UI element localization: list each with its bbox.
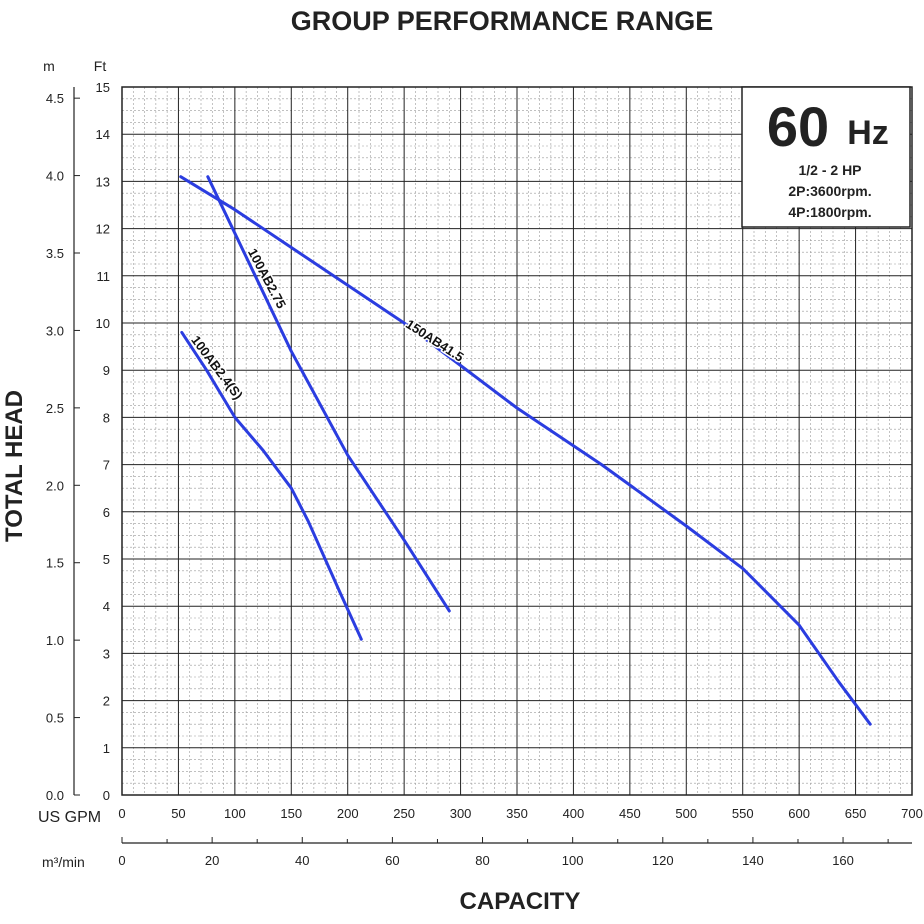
info-box: 60 Hz 1/2 - 2 HP 2P:3600rpm. 4P:1800rpm. — [741, 86, 911, 228]
y-primary-tick-label: 15 — [96, 80, 110, 95]
curve-100ab2-75 — [206, 175, 451, 613]
y-primary-tick-label: 13 — [96, 174, 110, 189]
x-primary-tick-label: 250 — [393, 806, 415, 821]
x-primary-tick-label: 100 — [224, 806, 246, 821]
y-secondary-tick-label: 3.0 — [46, 323, 64, 338]
y-primary-tick-label: 11 — [97, 269, 111, 284]
x-axis-title: CAPACITY — [460, 888, 581, 915]
info-box-frame — [741, 86, 911, 228]
curve-100ab2-4-s- — [180, 330, 363, 641]
y-primary-tick-label: 1 — [103, 741, 110, 756]
y-secondary-tick-label: 3.5 — [46, 246, 64, 261]
x-secondary-tick-label: 140 — [742, 853, 764, 868]
y-secondary-unit: m — [43, 58, 55, 74]
power-range: 1/2 - 2 HP — [798, 162, 861, 178]
x-secondary-tick-label: 0 — [118, 853, 125, 868]
x-primary-tick-label: 0 — [118, 806, 125, 821]
y-primary-tick-label: 14 — [96, 127, 110, 142]
x-primary-tick-label: 650 — [845, 806, 867, 821]
y-secondary-tick-label: 4.0 — [46, 169, 64, 184]
curve-label: 100AB2.4(S) — [188, 333, 246, 403]
y-primary-tick-label: 12 — [96, 222, 110, 237]
y-primary-tick-label: 10 — [96, 316, 110, 331]
x-primary-tick-label: 550 — [732, 806, 754, 821]
x-primary-tick-label: 200 — [337, 806, 359, 821]
x-primary-tick-label: 150 — [280, 806, 302, 821]
y-secondary-tick-label: 0.0 — [46, 788, 64, 803]
x-secondary-tick-label: 60 — [385, 853, 399, 868]
speed-4p: 4P:1800rpm. — [788, 204, 871, 220]
y-primary-tick-label: 3 — [103, 646, 110, 661]
frequency-unit: Hz — [847, 114, 889, 152]
x-primary-tick-label: 350 — [506, 806, 528, 821]
x-primary-tick-label: 450 — [619, 806, 641, 821]
y-primary-tick-label: 9 — [103, 363, 110, 378]
y-primary-tick-label: 4 — [103, 599, 110, 614]
chart-title: GROUP PERFORMANCE RANGE — [291, 6, 714, 36]
y-secondary-tick-label: 2.5 — [46, 401, 64, 416]
x-secondary-tick-label: 80 — [475, 853, 489, 868]
x-primary-tick-label: 50 — [171, 806, 185, 821]
y-primary-tick-label: 0 — [103, 788, 110, 803]
x-secondary-tick-label: 100 — [562, 853, 584, 868]
x-primary-tick-label: 600 — [788, 806, 810, 821]
x-secondary-tick-label: 40 — [295, 853, 309, 868]
y-secondary-tick-label: 0.5 — [46, 711, 64, 726]
y-primary-tick-label: 2 — [103, 694, 110, 709]
x-primary-tick-label: 700 — [901, 806, 923, 821]
y-primary-tick-label: 7 — [103, 458, 110, 473]
y-primary-unit: Ft — [94, 58, 107, 74]
y-primary-tick-label: 6 — [103, 505, 110, 520]
y-secondary-tick-label: 4.5 — [46, 91, 64, 106]
y-secondary-tick-label: 1.0 — [46, 633, 64, 648]
y-primary-tick-label: 8 — [103, 410, 110, 425]
speed-2p: 2P:3600rpm. — [788, 183, 871, 199]
x-secondary-tick-label: 120 — [652, 853, 674, 868]
x-secondary-tick-label: 20 — [205, 853, 219, 868]
curve-150ab41-5 — [179, 175, 872, 726]
x-secondary-unit: m³/min — [42, 854, 85, 870]
x-primary-unit: US GPM — [38, 809, 101, 826]
x-primary-tick-label: 300 — [450, 806, 472, 821]
plot-axes: 01234567891011121314150.00.51.01.52.02.5… — [46, 80, 923, 868]
curve-label: 150AB41.5 — [403, 316, 466, 364]
y-primary-tick-label: 5 — [103, 552, 110, 567]
x-secondary-tick-label: 160 — [832, 853, 854, 868]
x-primary-tick-label: 500 — [675, 806, 697, 821]
y-secondary-tick-label: 1.5 — [46, 556, 64, 571]
x-primary-tick-label: 400 — [563, 806, 585, 821]
plot-frame — [121, 86, 913, 796]
plot-grid — [121, 86, 913, 796]
frequency-value: 60 — [767, 95, 829, 158]
y-secondary-tick-label: 2.0 — [46, 478, 64, 493]
y-axis-title: TOTAL HEAD — [1, 390, 28, 542]
